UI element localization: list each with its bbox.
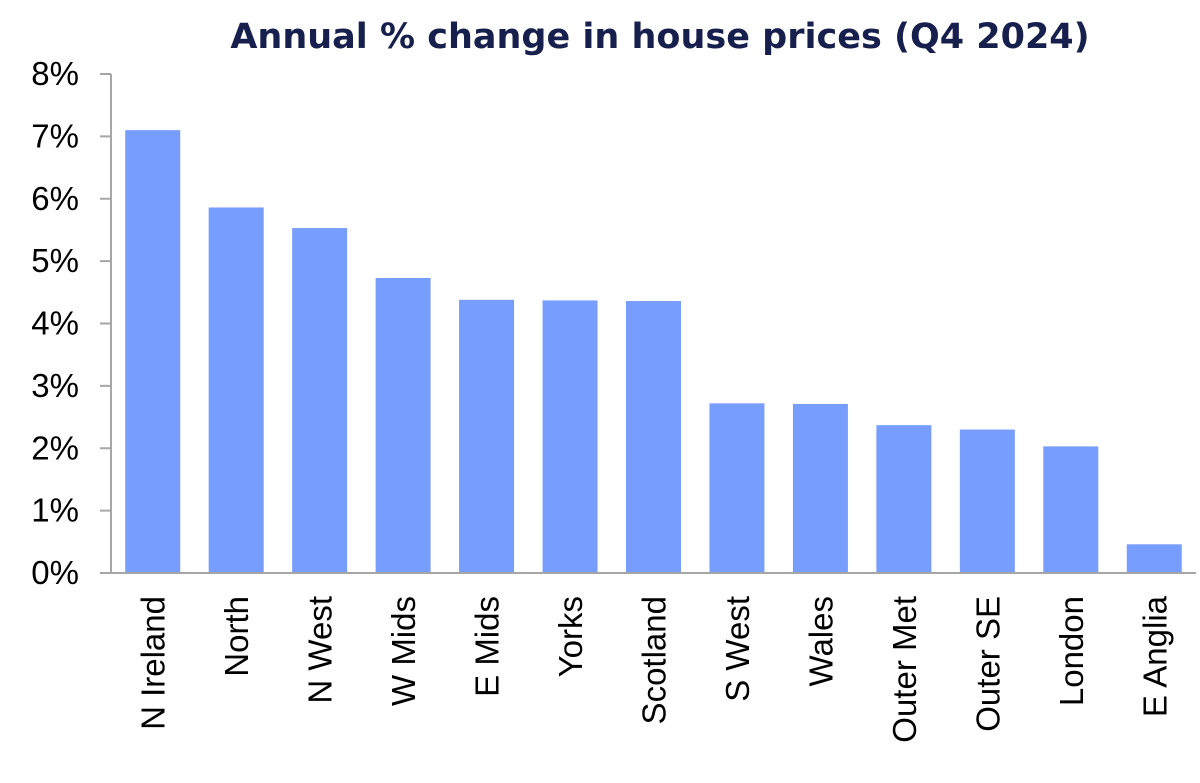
- y-tick-label: 7%: [31, 117, 79, 154]
- y-tick-label: 3%: [31, 367, 79, 404]
- y-tick-label: 6%: [31, 180, 79, 217]
- y-tick-label: 0%: [31, 554, 79, 591]
- x-tick-label: N West: [302, 596, 339, 704]
- x-tick-label: Yorks: [552, 596, 589, 677]
- bar-n-ireland: [125, 130, 181, 573]
- x-tick-label: E Mids: [469, 596, 506, 697]
- bar-yorks: [542, 300, 598, 573]
- bar-e-anglia: [1126, 544, 1182, 573]
- y-tick-label: 1%: [31, 492, 79, 529]
- x-tick-label: S West: [719, 596, 756, 702]
- bars: [125, 130, 1182, 574]
- y-tick-label: 2%: [31, 429, 79, 466]
- x-tick-label: N Ireland: [135, 596, 172, 730]
- bar-s-west: [709, 403, 765, 573]
- y-axis: 0% 1% 2% 3% 4% 5% 6% 7% 8%: [31, 55, 112, 591]
- x-tick-label: Outer Met: [886, 596, 923, 743]
- bar-wales: [792, 403, 848, 573]
- bar-north: [208, 207, 264, 574]
- x-tick-label: Wales: [802, 596, 839, 686]
- bar-n-west: [292, 228, 348, 573]
- x-tick-label: London: [1053, 596, 1090, 706]
- bar-london: [1043, 446, 1099, 573]
- bar-w-mids: [375, 277, 431, 573]
- x-tick-label: Outer SE: [969, 596, 1006, 732]
- y-tick-label: 8%: [31, 55, 79, 92]
- x-axis: N Ireland North N West W Mids E Mids Yorks Sco…: [111, 572, 1196, 743]
- x-tick-label: North: [218, 596, 255, 677]
- y-tick-label: 5%: [31, 242, 79, 279]
- chart-title: Annual % change in house prices (Q4 2024…: [230, 17, 1089, 57]
- bar-e-mids: [459, 299, 515, 573]
- x-tick-label: W Mids: [385, 596, 422, 706]
- x-tick-label: Scotland: [636, 596, 673, 724]
- bar-outer-se: [959, 429, 1015, 573]
- x-tick-label: E Anglia: [1136, 595, 1173, 717]
- bar-outer-met: [876, 425, 932, 573]
- bar-scotland: [626, 301, 681, 573]
- y-tick-label: 4%: [31, 305, 79, 342]
